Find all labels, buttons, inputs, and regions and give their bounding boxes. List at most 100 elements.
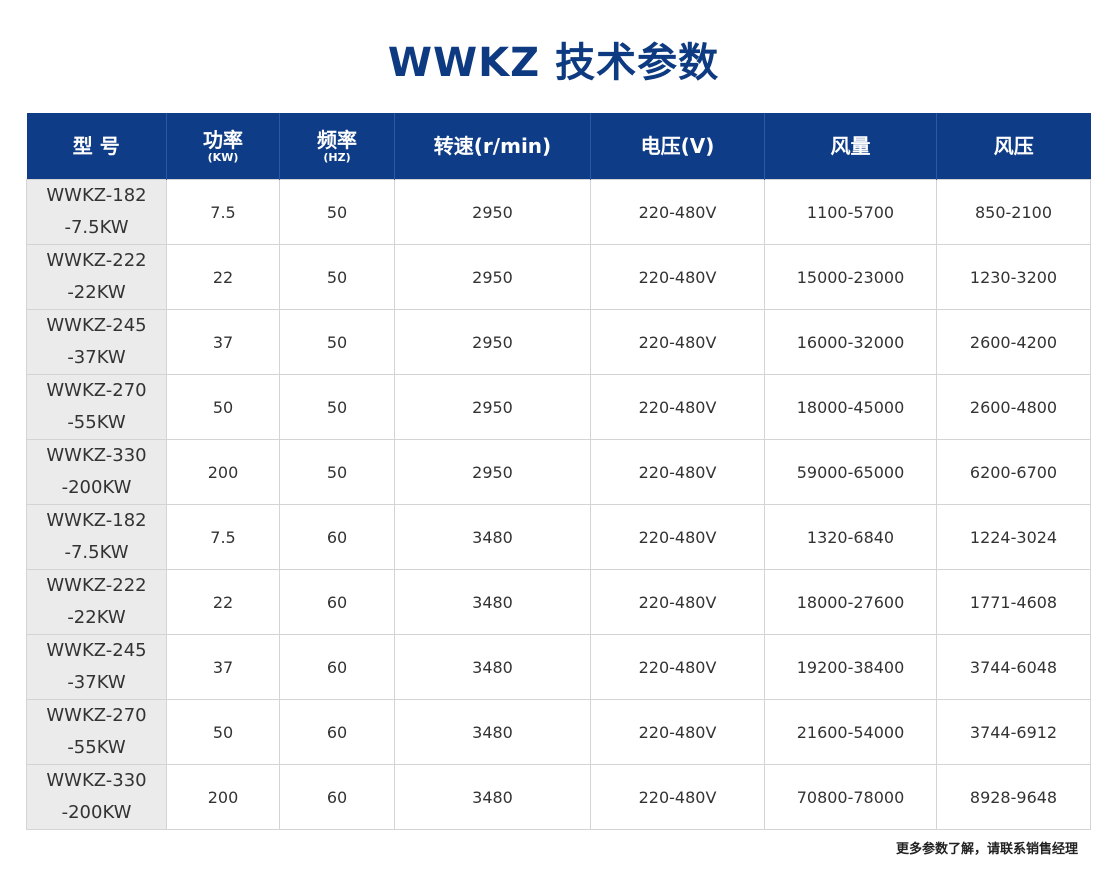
model-power-suffix: -22KW [67, 282, 126, 303]
frequency-cell: 60 [279, 634, 395, 700]
voltage-cell: 220-480V [590, 504, 765, 570]
power-cell: 7.5 [166, 179, 280, 245]
pressure-cell: 2600-4200 [936, 309, 1091, 375]
model-power-suffix: -55KW [67, 412, 126, 433]
header-airflow: 风量 [764, 113, 937, 180]
speed-cell: 3480 [394, 569, 591, 635]
airflow-cell: 1320-6840 [764, 504, 937, 570]
header-model: 型 号 [26, 113, 167, 180]
pressure-cell: 1224-3024 [936, 504, 1091, 570]
voltage-cell: 220-480V [590, 569, 765, 635]
model-name: WWKZ-245 [46, 640, 147, 661]
frequency-cell: 60 [279, 699, 395, 765]
header-frequency-unit: (HZ) [323, 150, 351, 164]
model-cell: WWKZ-330 -200KW [26, 764, 167, 830]
frequency-cell: 60 [279, 504, 395, 570]
model-cell: WWKZ-245 -37KW [26, 309, 167, 375]
model-power-suffix: -7.5KW [64, 542, 129, 563]
frequency-cell: 50 [279, 374, 395, 440]
frequency-cell: 50 [279, 439, 395, 505]
voltage-cell: 220-480V [590, 179, 765, 245]
header-speed: 转速(r/min) [394, 113, 591, 180]
model-name: WWKZ-330 [46, 770, 147, 791]
pressure-cell: 1771-4608 [936, 569, 1091, 635]
power-cell: 22 [166, 244, 280, 310]
frequency-cell: 60 [279, 764, 395, 830]
speed-cell: 2950 [394, 374, 591, 440]
frequency-cell: 60 [279, 569, 395, 635]
table-row: WWKZ-330 -200KW 200 60 3480 220-480V 70800-780… [26, 764, 1091, 830]
power-cell: 37 [166, 309, 280, 375]
table-row: WWKZ-270 -55KW 50 50 2950 220-480V 18000-45000… [26, 374, 1091, 440]
header-power-unit: (KW) [207, 150, 239, 164]
model-cell: WWKZ-222 -22KW [26, 569, 167, 635]
power-cell: 200 [166, 764, 280, 830]
model-name: WWKZ-182 [46, 510, 147, 531]
frequency-cell: 50 [279, 179, 395, 245]
table-row: WWKZ-222 -22KW 22 50 2950 220-480V 15000-23000… [26, 244, 1091, 310]
model-name: WWKZ-330 [46, 445, 147, 466]
speed-cell: 3480 [394, 699, 591, 765]
model-power-suffix: -200KW [61, 802, 132, 823]
airflow-cell: 19200-38400 [764, 634, 937, 700]
model-name: WWKZ-245 [46, 315, 147, 336]
pressure-cell: 1230-3200 [936, 244, 1091, 310]
model-name: WWKZ-270 [46, 380, 147, 401]
airflow-cell: 18000-27600 [764, 569, 937, 635]
pressure-cell: 2600-4800 [936, 374, 1091, 440]
speed-cell: 2950 [394, 309, 591, 375]
table-row: WWKZ-270 -55KW 50 60 3480 220-480V 21600-54000… [26, 699, 1091, 765]
voltage-cell: 220-480V [590, 699, 765, 765]
airflow-cell: 18000-45000 [764, 374, 937, 440]
voltage-cell: 220-480V [590, 374, 765, 440]
model-cell: WWKZ-245 -37KW [26, 634, 167, 700]
table-row: WWKZ-222 -22KW 22 60 3480 220-480V 18000-27600… [26, 569, 1091, 635]
airflow-cell: 70800-78000 [764, 764, 937, 830]
model-power-suffix: -37KW [67, 672, 126, 693]
model-power-suffix: -37KW [67, 347, 126, 368]
table-header-row: 型 号 功率 (KW) 频率 (HZ) 转速(r/min) 电压(V) 风量 风… [26, 113, 1091, 180]
voltage-cell: 220-480V [590, 764, 765, 830]
model-power-suffix: -7.5KW [64, 217, 129, 238]
speed-cell: 2950 [394, 244, 591, 310]
table-row: WWKZ-245 -37KW 37 50 2950 220-480V 16000-32000… [26, 309, 1091, 375]
power-cell: 7.5 [166, 504, 280, 570]
speed-cell: 2950 [394, 439, 591, 505]
pressure-cell: 3744-6912 [936, 699, 1091, 765]
model-power-suffix: -200KW [61, 477, 132, 498]
voltage-cell: 220-480V [590, 309, 765, 375]
airflow-cell: 21600-54000 [764, 699, 937, 765]
power-cell: 37 [166, 634, 280, 700]
pressure-cell: 6200-6700 [936, 439, 1091, 505]
header-pressure: 风压 [936, 113, 1091, 180]
voltage-cell: 220-480V [590, 244, 765, 310]
table-row: WWKZ-330 -200KW 200 50 2950 220-480V 59000-650… [26, 439, 1091, 505]
model-name: WWKZ-270 [46, 705, 147, 726]
power-cell: 22 [166, 569, 280, 635]
model-cell: WWKZ-182 -7.5KW [26, 504, 167, 570]
power-cell: 50 [166, 374, 280, 440]
speed-cell: 3480 [394, 634, 591, 700]
airflow-cell: 1100-5700 [764, 179, 937, 245]
model-cell: WWKZ-182 -7.5KW [26, 179, 167, 245]
speed-cell: 3480 [394, 764, 591, 830]
table-row: WWKZ-182 -7.5KW 7.5 50 2950 220-480V 1100-5700… [26, 179, 1091, 245]
airflow-cell: 15000-23000 [764, 244, 937, 310]
model-name: WWKZ-182 [46, 185, 147, 206]
power-cell: 50 [166, 699, 280, 765]
table-row: WWKZ-245 -37KW 37 60 3480 220-480V 19200-38400… [26, 634, 1091, 700]
model-cell: WWKZ-222 -22KW [26, 244, 167, 310]
model-cell: WWKZ-270 -55KW [26, 374, 167, 440]
pressure-cell: 8928-9648 [936, 764, 1091, 830]
speed-cell: 2950 [394, 179, 591, 245]
frequency-cell: 50 [279, 244, 395, 310]
pressure-cell: 3744-6048 [936, 634, 1091, 700]
power-cell: 200 [166, 439, 280, 505]
model-name: WWKZ-222 [46, 250, 147, 271]
model-cell: WWKZ-270 -55KW [26, 699, 167, 765]
voltage-cell: 220-480V [590, 634, 765, 700]
model-name: WWKZ-222 [46, 575, 147, 596]
speed-cell: 3480 [394, 504, 591, 570]
model-power-suffix: -22KW [67, 607, 126, 628]
voltage-cell: 220-480V [590, 439, 765, 505]
